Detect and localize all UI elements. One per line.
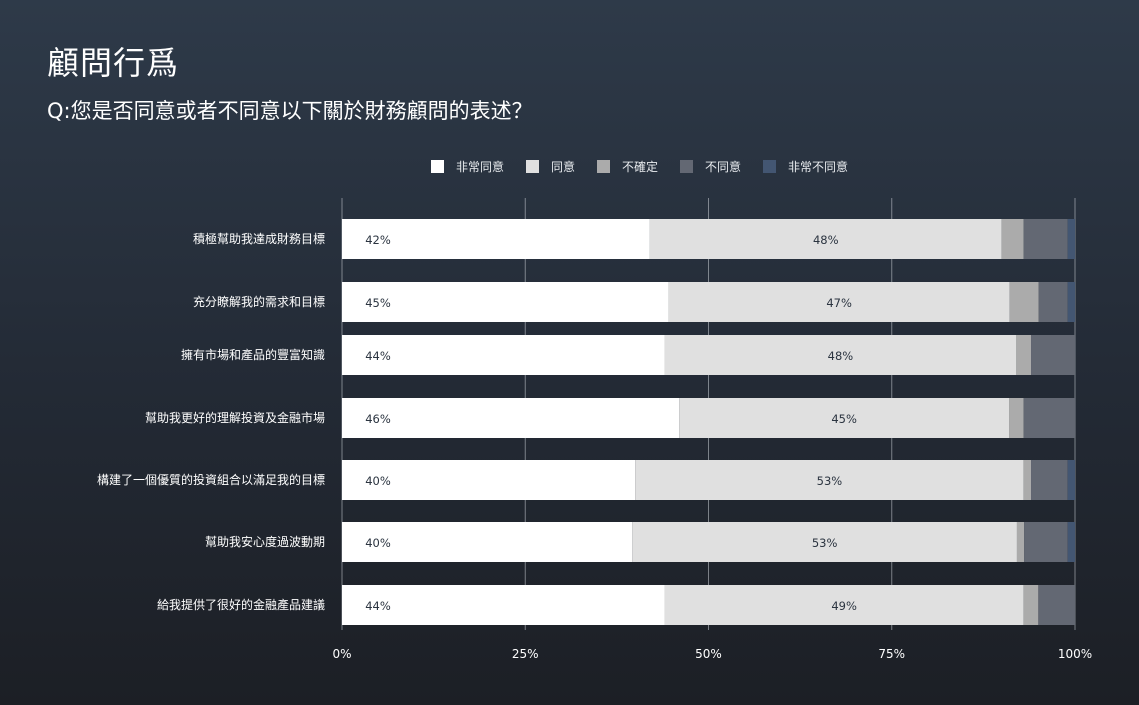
legend-item-agree[interactable]: 同意: [525, 158, 575, 175]
bar-segment: [1016, 522, 1025, 562]
x-tick-label: 0%: [332, 647, 351, 661]
bar-segment: [1001, 219, 1024, 259]
bar-segment: [664, 585, 1024, 625]
data-label: 42%: [365, 233, 391, 247]
bar-segment: [1009, 282, 1039, 322]
bar-segment: [342, 219, 650, 259]
bar-segment: [342, 335, 665, 375]
legend-label: 非常同意: [455, 160, 504, 174]
legend-swatch: [680, 160, 693, 173]
data-label: 45%: [831, 412, 857, 426]
x-tick-label: 100%: [1058, 647, 1092, 661]
data-label: 45%: [365, 296, 391, 310]
page-title: 顧問行爲: [47, 44, 180, 82]
page-subtitle: Q:您是否同意或者不同意以下關於財務顧問的表述？: [47, 99, 533, 123]
category-label: 積極幫助我達成財務目標: [193, 231, 325, 246]
data-label: 53%: [817, 474, 843, 488]
data-label: 40%: [365, 536, 391, 550]
legend-swatch: [430, 160, 444, 173]
legend-label: 非常不同意: [788, 160, 849, 174]
bar-segment: [1067, 460, 1075, 500]
data-label: 44%: [365, 349, 391, 363]
bar-segment: [1031, 460, 1068, 500]
bar-segment: [1067, 282, 1075, 322]
legend-label: 同意: [550, 160, 575, 174]
bar-segment: [342, 522, 633, 562]
bar-segment: [649, 219, 1002, 259]
legend-swatch: [763, 160, 777, 173]
legend-item-unsure[interactable]: 不確定: [596, 158, 658, 175]
data-label: 53%: [812, 536, 838, 550]
bar-segment: [1009, 398, 1024, 438]
bar-segment: [635, 460, 1024, 500]
bar-segment: [1023, 460, 1032, 500]
bar-segment: [632, 522, 1017, 562]
data-label: 44%: [365, 599, 391, 613]
bar-segment: [1067, 522, 1075, 562]
category-label: 擁有市場和產品的豐富知識: [181, 347, 325, 362]
bar-segment: [679, 398, 1010, 438]
bar-segment: [1016, 335, 1032, 375]
bar-segment: [664, 335, 1017, 375]
legend-label: 不同意: [705, 160, 742, 174]
legend-swatch: [596, 160, 610, 173]
category-label: 給我提供了很好的金融產品建議: [157, 597, 325, 612]
legend-label: 不確定: [621, 160, 658, 174]
bar-segment: [342, 460, 636, 500]
bar-segment: [1038, 585, 1075, 625]
data-label: 47%: [826, 296, 852, 310]
bar-segment: [668, 282, 1010, 322]
category-label: 構建了一個優質的投資組合以滿足我的目標: [97, 472, 325, 487]
data-label: 40%: [365, 474, 391, 488]
bar-segment: [342, 585, 665, 625]
x-tick-label: 50%: [695, 647, 722, 661]
x-tick-label: 25%: [512, 647, 539, 661]
legend-swatch: [525, 160, 539, 173]
legend-item-disagree[interactable]: 不同意: [680, 158, 741, 175]
data-label: 46%: [365, 412, 391, 426]
data-label: 48%: [813, 233, 839, 247]
category-label: 充分瞭解我的需求和目標: [193, 294, 325, 309]
bar-segment: [1038, 282, 1068, 322]
bar-segment: [342, 282, 669, 322]
data-label: 49%: [831, 599, 857, 613]
bar-segment: [1023, 585, 1039, 625]
bar-segment: [1023, 398, 1075, 438]
x-tick-label: 75%: [878, 647, 905, 661]
category-label: 幫助我安心度過波動期: [205, 534, 325, 549]
chart-legend: 非常同意 同意 不確定 不同意 非常不同意: [0, 158, 1139, 175]
bar-segment: [342, 398, 680, 438]
bar-segment: [1024, 522, 1068, 562]
bar-segment: [1031, 335, 1075, 375]
legend-item-strongly-agree[interactable]: 非常同意: [430, 158, 504, 175]
category-label: 幫助我更好的理解投資及金融市場: [145, 410, 325, 425]
legend-item-strongly-disagree[interactable]: 非常不同意: [763, 158, 848, 175]
data-label: 48%: [828, 349, 854, 363]
bar-segment: [1067, 219, 1075, 259]
bar-segment: [1023, 219, 1068, 259]
